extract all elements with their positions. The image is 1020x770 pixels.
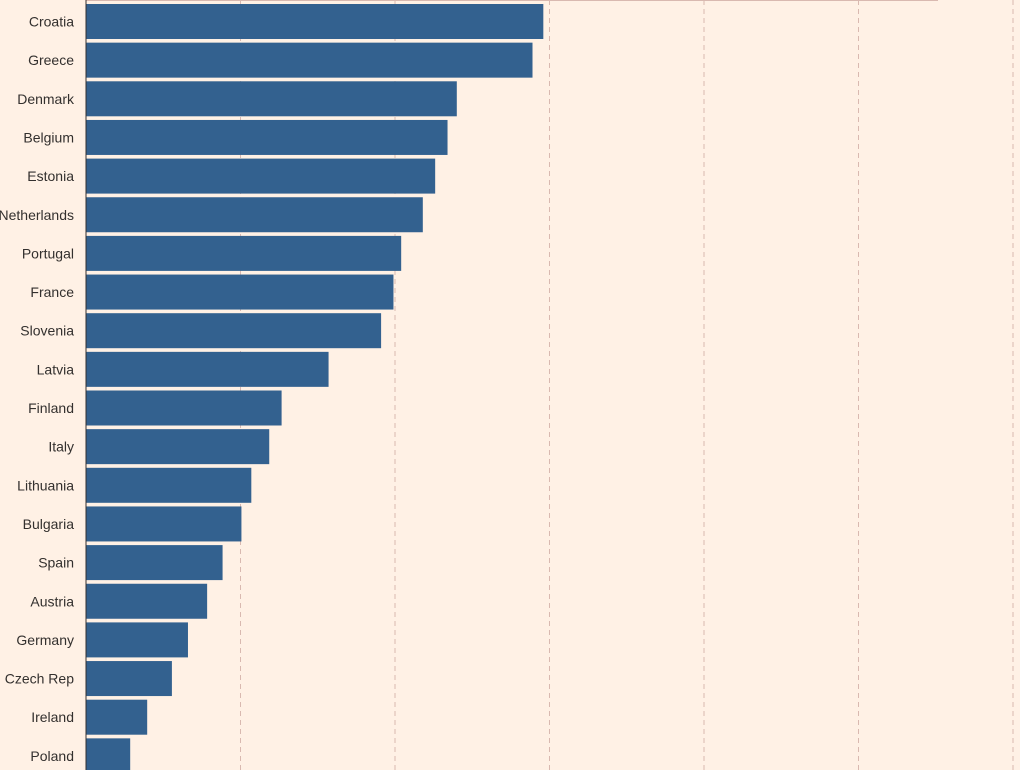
category-label: Poland — [30, 748, 74, 764]
bar — [86, 583, 208, 619]
bar — [86, 42, 533, 78]
category-label: Ireland — [31, 709, 74, 725]
category-label: Belgium — [23, 129, 74, 145]
category-label: Portugal — [22, 245, 74, 261]
bar — [86, 197, 423, 233]
category-label: Germany — [16, 632, 74, 648]
bar — [86, 274, 394, 310]
category-label: Italy — [48, 439, 74, 455]
category-label: Lithuania — [17, 477, 74, 493]
category-label: Latvia — [37, 361, 75, 377]
bar — [86, 351, 329, 387]
category-label: Netherlands — [0, 207, 74, 223]
bar — [86, 467, 252, 503]
bar — [86, 119, 448, 155]
category-label: Bulgaria — [23, 516, 75, 532]
category-label: France — [30, 284, 74, 300]
category-label: Slovenia — [20, 323, 74, 339]
bar — [86, 738, 131, 770]
bar — [86, 313, 382, 349]
category-label: Croatia — [29, 14, 74, 30]
bar — [86, 390, 282, 426]
bar — [86, 81, 457, 117]
bar — [86, 4, 544, 39]
bars — [86, 4, 544, 770]
category-label: Finland — [28, 400, 74, 416]
category-labels: Croatia Greece Denmark Belgium Estonia Nether… — [0, 14, 75, 764]
bar — [86, 699, 148, 735]
category-label: Denmark — [17, 91, 75, 107]
bar — [86, 158, 436, 194]
bar — [86, 506, 242, 542]
category-label: Greece — [28, 52, 74, 68]
category-label: Estonia — [27, 168, 74, 184]
bar — [86, 429, 270, 465]
category-label: Spain — [38, 555, 74, 571]
category-label: Austria — [30, 593, 74, 609]
category-label: Czech Rep — [5, 671, 74, 687]
bar — [86, 622, 188, 658]
bar — [86, 545, 223, 581]
bar — [86, 661, 172, 697]
bar — [86, 235, 402, 271]
